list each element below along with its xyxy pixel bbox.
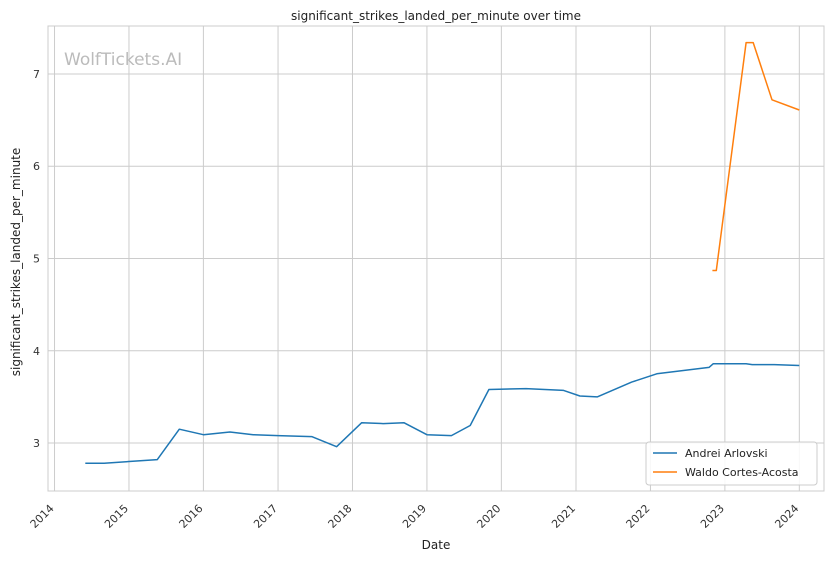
x-tick-label-2016: 2016 [177, 502, 206, 531]
y-tick-label-5: 5 [33, 253, 40, 266]
x-tick-label-2019: 2019 [400, 502, 429, 531]
y-tick-label-6: 6 [33, 160, 40, 173]
chart-title: significant_strikes_landed_per_minute ov… [291, 9, 581, 23]
x-tick-labels: 2014 2015 2016 2017 2018 2019 2020 2021 2022 2023… [28, 502, 802, 531]
x-tick-label-2018: 2018 [326, 502, 355, 531]
legend-label-andrei-arlovski: Andrei Arlovski [685, 447, 768, 460]
y-tick-label-3: 3 [33, 437, 40, 450]
legend: Andrei Arlovski Waldo Cortes-Acosta [645, 441, 818, 486]
x-tick-label-2022: 2022 [624, 502, 653, 531]
y-tick-label-7: 7 [33, 68, 40, 81]
series-lines [85, 41, 800, 465]
x-tick-label-2024: 2024 [772, 502, 801, 531]
x-tick-label-2014: 2014 [28, 502, 57, 531]
series-line-waldo-cortes-acosta [712, 41, 800, 272]
legend-box [645, 441, 818, 486]
series-line-andrei-arlovski [85, 362, 800, 465]
y-tick-labels: 3 4 5 6 7 [33, 68, 40, 450]
plot-frame [47, 25, 825, 492]
x-tick-label-2020: 2020 [474, 502, 503, 531]
x-tick-label-2015: 2015 [102, 502, 131, 531]
legend-label-waldo-cortes-acosta: Waldo Cortes-Acosta [685, 466, 799, 479]
x-tick-label-2023: 2023 [698, 502, 727, 531]
x-tick-label-2021: 2021 [549, 502, 578, 531]
watermark: WolfTickets.AI [64, 50, 182, 70]
y-axis-label: significant_strikes_landed_per_minute [9, 148, 23, 377]
x-tick-label-2017: 2017 [251, 502, 280, 531]
x-axis-label: Date [422, 538, 451, 552]
y-tick-label-4: 4 [33, 345, 40, 358]
grid [48, 26, 824, 491]
